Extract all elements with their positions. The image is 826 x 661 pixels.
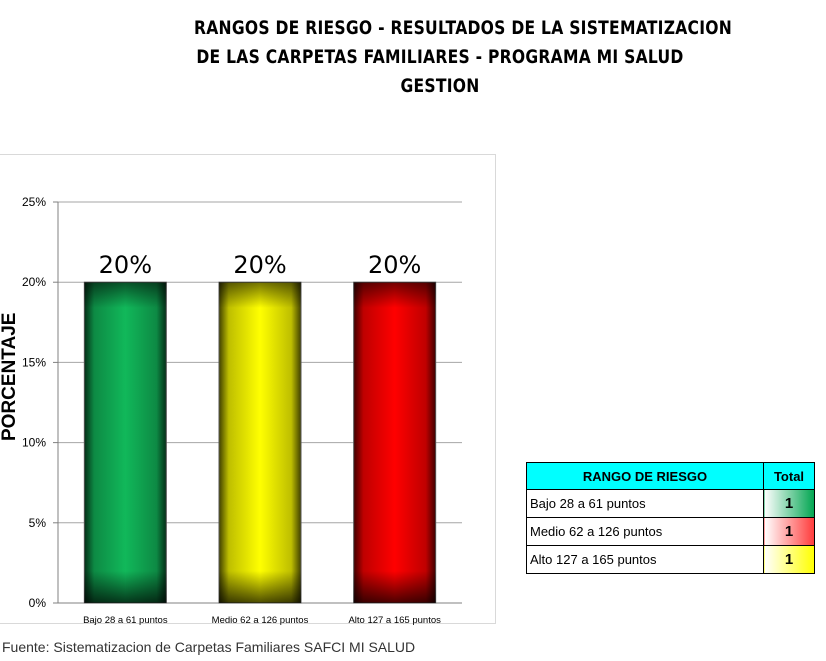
title-line-3: GESTION — [400, 75, 480, 97]
y-tick-label: 15% — [22, 355, 46, 369]
row-label: Alto 127 a 165 puntos — [526, 545, 764, 574]
row-label: Medio 62 a 126 puntos — [526, 517, 764, 546]
chart-title: RANGOS DE RIESGO - RESULTADOS DE LA SIST… — [194, 14, 733, 101]
title-line-1: RANGOS DE RIESGO - RESULTADOS DE LA SIST… — [194, 17, 733, 39]
table-row: Bajo 28 a 61 puntos 1 — [526, 489, 815, 518]
x-tick-label: Medio 62 a 126 puntos — [212, 615, 309, 626]
row-value: 1 — [763, 489, 815, 518]
source-note: Fuente: Sistematizacion de Carpetas Fami… — [2, 639, 416, 655]
table-header-row: RANGO DE RIESGO Total — [526, 462, 815, 490]
bar-group — [218, 281, 302, 604]
y-tick-label: 20% — [22, 275, 46, 289]
bar-chart: 0% 5% 10% 15% 20% 25% 20% Bajo 28 a 61 puntos 20… — [22, 195, 462, 626]
y-tick-label: 0% — [29, 596, 47, 610]
bar-shading — [219, 282, 301, 603]
x-tick-label: Bajo 28 a 61 puntos — [83, 615, 168, 626]
x-tick-label: Alto 127 a 165 puntos — [348, 615, 441, 626]
row-value: 1 — [763, 545, 815, 574]
y-axis-label: PORCENTAJE — [0, 312, 20, 441]
data-label: 20% — [368, 251, 421, 279]
bar-shading — [84, 282, 167, 603]
y-tick-label: 5% — [29, 516, 47, 530]
bar-group — [353, 281, 437, 604]
y-tick-label: 10% — [22, 436, 46, 450]
table-row: Alto 127 a 165 puntos 1 — [526, 545, 815, 574]
bar-shading — [353, 282, 436, 603]
y-tick-label: 25% — [22, 195, 46, 209]
title-line-2: DE LAS CARPETAS FAMILIARES - PROGRAMA MI… — [196, 46, 684, 68]
bar-group — [83, 281, 167, 604]
header-total: Total — [763, 462, 815, 490]
data-label: 20% — [99, 251, 152, 279]
risk-range-table: RANGO DE RIESGO Total Bajo 28 a 61 punto… — [526, 462, 815, 574]
data-label: 20% — [233, 251, 286, 279]
row-label: Bajo 28 a 61 puntos — [526, 489, 764, 518]
row-value: 1 — [763, 517, 815, 546]
header-risk-range: RANGO DE RIESGO — [526, 462, 764, 490]
table-row: Medio 62 a 126 puntos 1 — [526, 517, 815, 546]
